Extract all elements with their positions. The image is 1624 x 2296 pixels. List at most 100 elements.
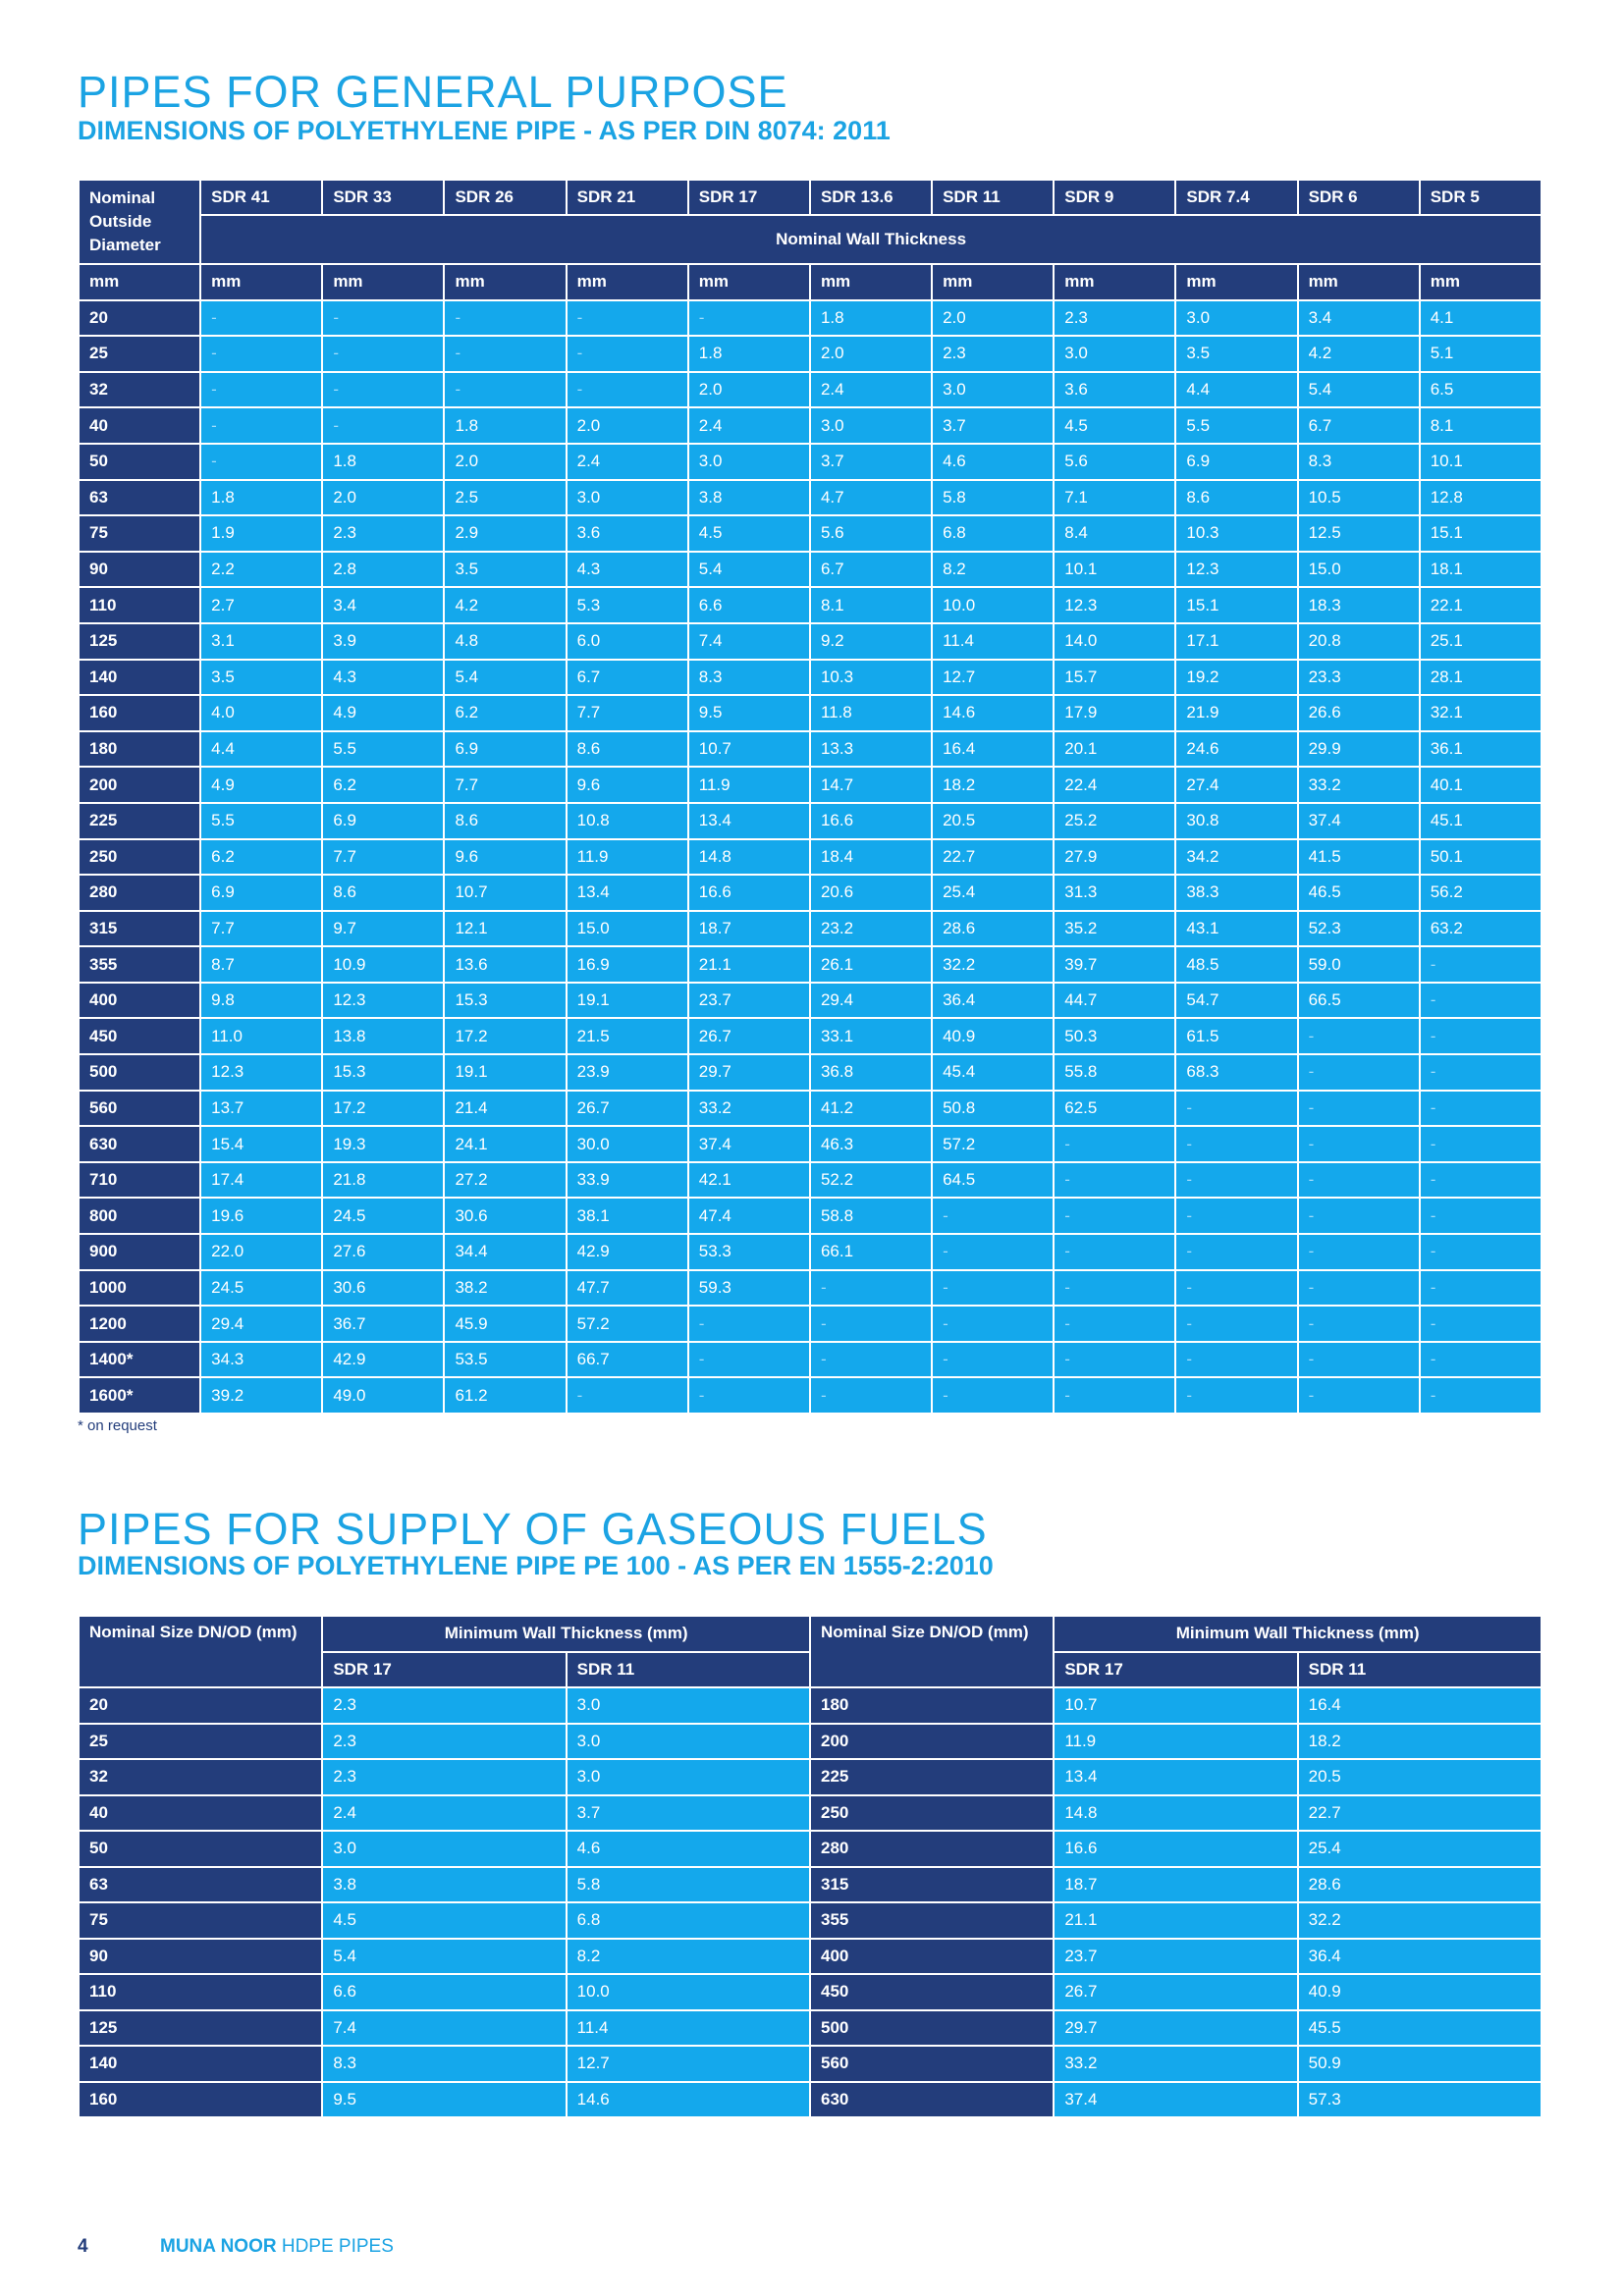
diameter: 75: [77, 1901, 324, 1940]
sdr-header: SDR 17: [321, 1650, 568, 1688]
wall-thickness: 27.9: [1053, 837, 1177, 877]
wall-thickness: 31.3: [1053, 874, 1177, 912]
wall-thickness: 5.8: [565, 1865, 811, 1903]
wall-thickness: 18.1: [1418, 550, 1543, 589]
wall-thickness: 66.7: [565, 1340, 689, 1379]
wall-thickness: 25.4: [1296, 1830, 1543, 1868]
wall-thickness: 8.2: [931, 550, 1056, 589]
data-row: 20 2.3 3.0 180 10.7 16.4: [77, 1686, 1543, 1725]
wall-thickness: -: [565, 1376, 689, 1415]
wall-thickness: -: [1053, 1268, 1177, 1308]
wall-thickness: 3.7: [565, 1793, 811, 1832]
wall-thickness: 24.5: [199, 1268, 324, 1308]
wall-thickness: 44.7: [1053, 981, 1177, 1020]
wall-thickness: 5.5: [1174, 406, 1299, 445]
wall-thickness: 11.9: [565, 837, 689, 877]
wall-thickness: 3.5: [199, 658, 324, 697]
wall-thickness: 21.8: [321, 1160, 446, 1200]
wall-thickness: 15.0: [565, 909, 689, 948]
wall-thickness: 7.7: [443, 766, 568, 804]
wall-thickness: 3.8: [321, 1865, 568, 1903]
data-row: 75 1.9 2.3 2.9 3.6 4.5 5.6 6.8 8.4 10.3 12.5 15.1: [77, 514, 1543, 553]
wall-thickness: 66.1: [808, 1233, 934, 1271]
wall-thickness: 9.6: [565, 766, 689, 804]
wall-thickness: 3.0: [808, 406, 934, 445]
data-row: 50-1.8 2.0 2.4 3.0 3.7 4.6 5.6 6.9 8.3 10.1: [77, 442, 1543, 481]
wall-thickness: 12.3: [321, 981, 446, 1020]
wall-thickness: 27.2: [443, 1160, 568, 1200]
diameter: 200: [77, 766, 202, 804]
wall-thickness: 26.7: [565, 1089, 689, 1128]
data-row: 160 4.0 4.9 6.2 7.7 9.5 11.8 14.6 17.9 21.9 26.6 32…: [77, 694, 1543, 732]
wall-thickness: 59.0: [1296, 945, 1421, 984]
wall-thickness: 57.2: [931, 1125, 1056, 1163]
wall-thickness: 16.6: [686, 874, 811, 912]
wall-thickness: 12.3: [1053, 586, 1177, 624]
wall-thickness: -: [199, 370, 324, 409]
wall-thickness: 10.3: [1174, 514, 1299, 553]
wall-thickness: 5.4: [321, 1937, 568, 1975]
data-row: 1000 24.5 30.6 38.2 47.7 59.3- - - - - -: [77, 1268, 1543, 1308]
wall-thickness: 9.5: [686, 694, 811, 732]
wall-thickness: 46.5: [1296, 874, 1421, 912]
wall-thickness: 3.1: [199, 621, 324, 661]
wall-thickness: 18.7: [686, 909, 811, 948]
wall-thickness: -: [686, 1305, 811, 1343]
header-row: Nominal Wall Thickness: [79, 214, 1543, 265]
wall-thickness: 17.4: [199, 1160, 324, 1200]
wall-thickness: 2.4: [321, 1793, 568, 1832]
wall-thickness: 30.8: [1174, 801, 1299, 840]
wall-thickness: 5.4: [443, 658, 568, 697]
wall-thickness: 4.1: [1418, 298, 1543, 338]
wall-thickness: 59.3: [686, 1268, 811, 1308]
wall-thickness: -: [1053, 1305, 1177, 1343]
diameter: 110: [77, 586, 202, 624]
diameter: 450: [808, 1973, 1056, 2011]
wall-thickness: 8.1: [1418, 406, 1543, 445]
wall-thickness: 10.7: [1053, 1686, 1299, 1725]
wall-thickness: 45.1: [1418, 801, 1543, 840]
wall-thickness: 6.0: [565, 621, 689, 661]
wall-thickness: 41.2: [808, 1089, 934, 1128]
wall-thickness: 52.3: [1296, 909, 1421, 948]
wall-thickness: 36.1: [1418, 729, 1543, 769]
wall-thickness: -: [443, 370, 568, 409]
wall-thickness: 4.9: [199, 766, 324, 804]
section-title: PIPES FOR SUPPLY OF GASEOUS FUELS: [78, 1504, 988, 1554]
wall-thickness: 17.2: [321, 1089, 446, 1128]
wall-thickness: -: [1296, 1089, 1421, 1128]
wall-thickness: 5.6: [1053, 442, 1177, 481]
wall-thickness: 57.3: [1296, 2080, 1543, 2118]
data-row: 25- - - -1.8 2.0 2.3 3.0 3.5 4.2 5.1: [77, 335, 1543, 373]
wall-thickness: 39.2: [199, 1376, 324, 1415]
data-row: 20- - - - -1.8 2.0 2.3 3.0 3.4 4.1: [77, 298, 1543, 338]
wall-thickness: 6.8: [565, 1901, 811, 1940]
data-row: 180 4.4 5.5 6.9 8.6 10.7 13.3 16.4 20.1 24.6 29.9 3…: [77, 729, 1543, 769]
wall-thickness: 22.1: [1418, 586, 1543, 624]
wall-thickness: 40.1: [1418, 766, 1543, 804]
sdr-header: SDR 11: [1296, 1650, 1543, 1688]
wall-thickness: -: [321, 370, 446, 409]
data-row: 25 2.3 3.0 200 11.9 18.2: [77, 1722, 1543, 1760]
diameter: 160: [77, 694, 202, 732]
wall-thickness: 18.2: [931, 766, 1056, 804]
wall-thickness: 50.8: [931, 1089, 1056, 1128]
data-row: 630 15.4 19.3 24.1 30.0 37.4 46.3 57.2- - - -: [77, 1125, 1543, 1163]
wall-thickness: -: [1053, 1197, 1177, 1236]
data-row: 63 3.8 5.8 315 18.7 28.6: [77, 1865, 1543, 1903]
corner-header: Nominal Outside Diameter: [77, 179, 202, 265]
wall-thickness: 23.2: [808, 909, 934, 948]
wall-thickness: 56.2: [1418, 874, 1543, 912]
wall-thickness: 23.7: [686, 981, 811, 1020]
header-row: Nominal Outside Diameter SDR 41 SDR 33 SDR …: [77, 179, 1543, 265]
diameter: 160: [77, 2080, 324, 2118]
wall-thickness: 3.0: [565, 1758, 811, 1796]
wall-thickness: 8.2: [565, 1937, 811, 1975]
column-header: SDR 6: [1296, 179, 1421, 216]
diameter: 400: [77, 981, 202, 1020]
wall-thickness: 42.9: [321, 1340, 446, 1379]
diameter: 110: [77, 1973, 324, 2011]
sdr-header: SDR 11: [565, 1650, 811, 1688]
wall-thickness: -: [1174, 1305, 1299, 1343]
wall-thickness: 54.7: [1174, 981, 1299, 1020]
